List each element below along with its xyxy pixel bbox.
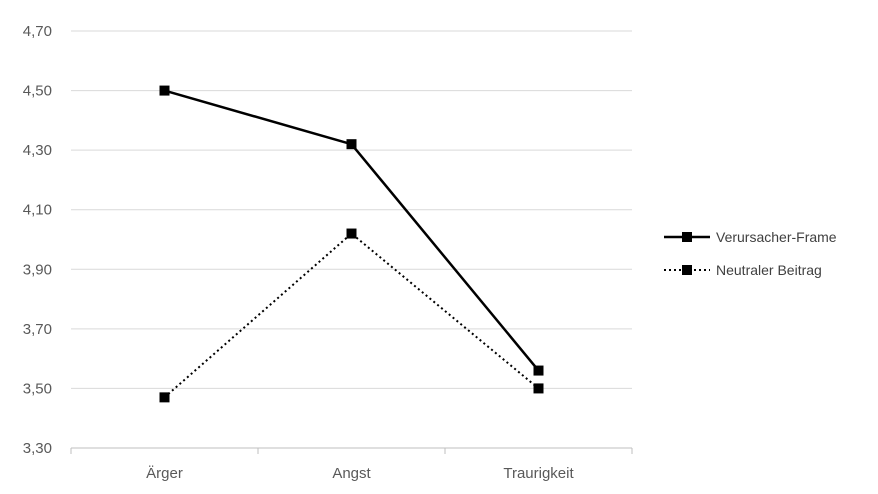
- x-axis: [70, 447, 633, 454]
- series-line-2: [163, 232, 540, 399]
- gridlines: [71, 30, 632, 449]
- legend-label: Neutraler Beitrag: [716, 262, 822, 278]
- legend-marker: [682, 265, 692, 275]
- y-tick-label: 4,30: [23, 142, 52, 159]
- x-axis-tick-labels: Ärger Angst Traurigkeit: [146, 465, 574, 482]
- data-point-marker: [159, 85, 170, 96]
- legend: Verursacher-Frame Neutraler Beitrag: [664, 229, 837, 278]
- legend-marker: [682, 232, 692, 242]
- y-tick-label: 3,50: [23, 380, 52, 397]
- data-point-marker: [159, 392, 170, 403]
- data-point-marker: [346, 228, 357, 239]
- x-tick-label: Traurigkeit: [503, 465, 574, 482]
- y-tick-label: 4,70: [23, 23, 52, 40]
- y-tick-label: 3,70: [23, 321, 52, 338]
- y-axis-tick-labels: 3,30 3,50 3,70 3,90 4,10 4,30 4,50 4,70: [23, 23, 52, 457]
- data-point-marker: [533, 365, 544, 376]
- y-tick-label: 3,90: [23, 261, 52, 278]
- data-point-marker: [533, 383, 544, 394]
- data-point-marker: [346, 139, 357, 150]
- y-tick-label: 3,30: [23, 440, 52, 457]
- x-tick-label: Ärger: [146, 465, 183, 482]
- y-tick-label: 4,50: [23, 83, 52, 100]
- legend-label: Verursacher-Frame: [716, 229, 837, 245]
- y-tick-label: 4,10: [23, 202, 52, 219]
- x-tick-label: Angst: [332, 465, 371, 482]
- series-group: [159, 85, 544, 403]
